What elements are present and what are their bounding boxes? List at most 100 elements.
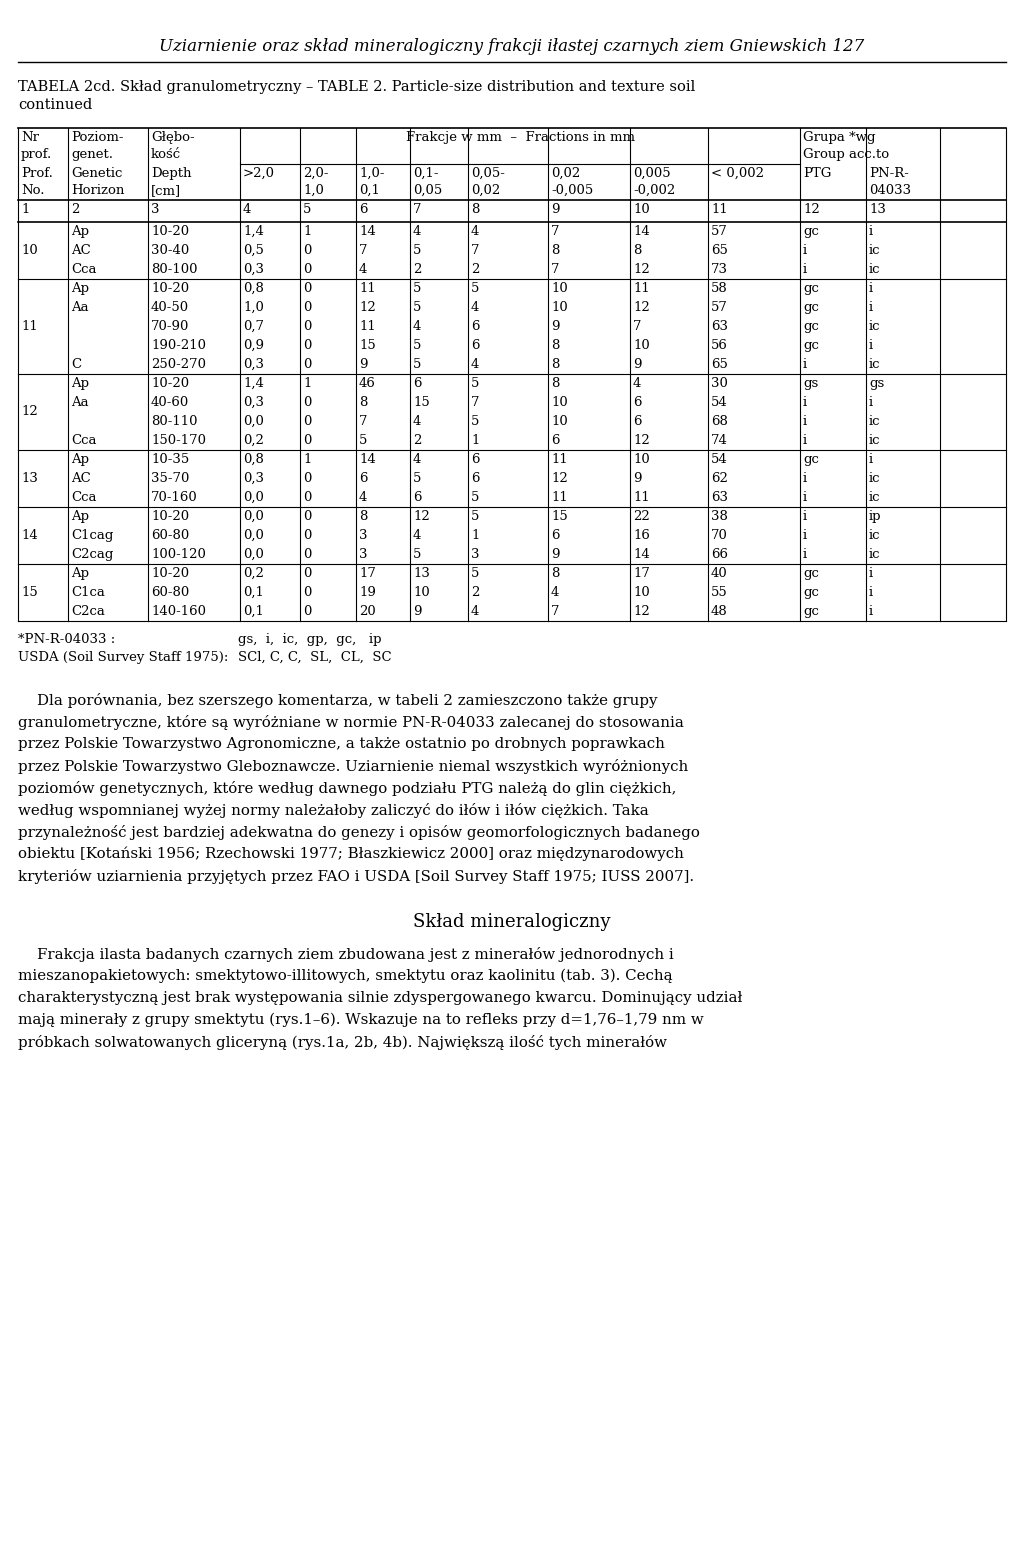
Text: gs: gs	[869, 376, 885, 390]
Text: 70-90: 70-90	[151, 320, 189, 332]
Text: 40-50: 40-50	[151, 301, 189, 314]
Text: 10-20: 10-20	[151, 509, 189, 523]
Text: 4: 4	[551, 585, 559, 598]
Text: 4: 4	[413, 415, 421, 427]
Text: gs: gs	[803, 376, 818, 390]
Text: 8: 8	[551, 376, 559, 390]
Text: 38: 38	[711, 509, 728, 523]
Text: 10: 10	[633, 339, 650, 351]
Text: 5: 5	[359, 433, 368, 447]
Text: gs,  i,  ic,  gp,  gc,   ip: gs, i, ic, gp, gc, ip	[238, 632, 382, 646]
Text: 7: 7	[413, 203, 422, 216]
Text: 9: 9	[551, 203, 559, 216]
Text: 0,3: 0,3	[243, 396, 264, 408]
Text: 16: 16	[633, 528, 650, 542]
Text: 8: 8	[359, 396, 368, 408]
Text: 40-60: 40-60	[151, 396, 189, 408]
Text: i: i	[803, 244, 807, 256]
Text: 11: 11	[359, 320, 376, 332]
Text: 6: 6	[551, 433, 559, 447]
Text: 0,02: 0,02	[551, 168, 581, 180]
Text: 9: 9	[413, 604, 422, 618]
Text: 0,7: 0,7	[243, 320, 264, 332]
Text: C: C	[71, 357, 81, 371]
Text: ic: ic	[869, 472, 881, 485]
Text: [cm]: [cm]	[151, 183, 181, 197]
Text: 4: 4	[359, 262, 368, 275]
Text: 0,05: 0,05	[413, 183, 442, 197]
Text: 10: 10	[633, 585, 650, 598]
Text: 4: 4	[413, 225, 421, 238]
Text: Depth: Depth	[151, 168, 191, 180]
Text: Ap: Ap	[71, 452, 89, 466]
Text: 54: 54	[711, 396, 728, 408]
Text: 11: 11	[711, 203, 728, 216]
Text: 5: 5	[471, 509, 479, 523]
Text: SCl, C, C,  SL,  CL,  SC: SCl, C, C, SL, CL, SC	[238, 651, 391, 663]
Text: 0,0: 0,0	[243, 528, 264, 542]
Text: 14: 14	[633, 225, 650, 238]
Text: prof.: prof.	[22, 148, 52, 162]
Text: 6: 6	[633, 396, 641, 408]
Text: 5: 5	[413, 357, 421, 371]
Text: 0,0: 0,0	[243, 548, 264, 561]
Text: PTG: PTG	[803, 168, 831, 180]
Text: 46: 46	[359, 376, 376, 390]
Text: 6: 6	[471, 472, 479, 485]
Text: 70: 70	[711, 528, 728, 542]
Text: Głębo-: Głębo-	[151, 130, 195, 144]
Text: 0,0: 0,0	[243, 415, 264, 427]
Text: 3: 3	[359, 528, 368, 542]
Text: 48: 48	[711, 604, 728, 618]
Text: 1: 1	[303, 452, 311, 466]
Text: 11: 11	[633, 281, 650, 295]
Text: ic: ic	[869, 262, 881, 275]
Text: 70-160: 70-160	[151, 491, 198, 503]
Text: 12: 12	[359, 301, 376, 314]
Text: 0,3: 0,3	[243, 472, 264, 485]
Text: 17: 17	[359, 567, 376, 579]
Text: 65: 65	[711, 357, 728, 371]
Text: 20: 20	[359, 604, 376, 618]
Text: 140-160: 140-160	[151, 604, 206, 618]
Text: *PN-R-04033 :: *PN-R-04033 :	[18, 632, 116, 646]
Text: 7: 7	[551, 262, 559, 275]
Text: 1: 1	[303, 225, 311, 238]
Text: 9: 9	[633, 357, 641, 371]
Text: 0,3: 0,3	[243, 262, 264, 275]
Text: 7: 7	[359, 244, 368, 256]
Text: 1,4: 1,4	[243, 376, 264, 390]
Text: 66: 66	[711, 548, 728, 561]
Text: AC: AC	[71, 244, 91, 256]
Text: TABELA 2cd. Skład granulometryczny – TABLE 2. Particle-size distribution and tex: TABELA 2cd. Skład granulometryczny – TAB…	[18, 81, 695, 95]
Text: 7: 7	[551, 225, 559, 238]
Text: 0: 0	[303, 585, 311, 598]
Text: 5: 5	[413, 339, 421, 351]
Text: 10: 10	[551, 396, 567, 408]
Text: 4: 4	[413, 320, 421, 332]
Text: charakterystyczną jest brak występowania silnie zdyspergowanego kwarcu. Dominują: charakterystyczną jest brak występowania…	[18, 991, 742, 1005]
Text: 80-110: 80-110	[151, 415, 198, 427]
Text: Ap: Ap	[71, 376, 89, 390]
Text: 0,0: 0,0	[243, 509, 264, 523]
Text: 40: 40	[711, 567, 728, 579]
Text: USDA (Soil Survey Staff 1975):: USDA (Soil Survey Staff 1975):	[18, 651, 228, 663]
Text: i: i	[869, 452, 873, 466]
Text: 100-120: 100-120	[151, 548, 206, 561]
Text: przynależność jest bardziej adekwatna do genezy i opisów geomorfologicznych bada: przynależność jest bardziej adekwatna do…	[18, 825, 699, 840]
Text: 58: 58	[711, 281, 728, 295]
Text: 4: 4	[243, 203, 251, 216]
Text: 8: 8	[633, 244, 641, 256]
Text: 7: 7	[633, 320, 641, 332]
Text: i: i	[869, 281, 873, 295]
Text: 10-20: 10-20	[151, 567, 189, 579]
Text: 0,2: 0,2	[243, 567, 264, 579]
Text: ic: ic	[869, 244, 881, 256]
Text: gc: gc	[803, 225, 819, 238]
Text: 5: 5	[471, 376, 479, 390]
Text: -0,005: -0,005	[551, 183, 593, 197]
Text: 4: 4	[413, 452, 421, 466]
Text: 5: 5	[413, 548, 421, 561]
Text: kość: kość	[151, 148, 181, 162]
Text: ip: ip	[869, 509, 882, 523]
